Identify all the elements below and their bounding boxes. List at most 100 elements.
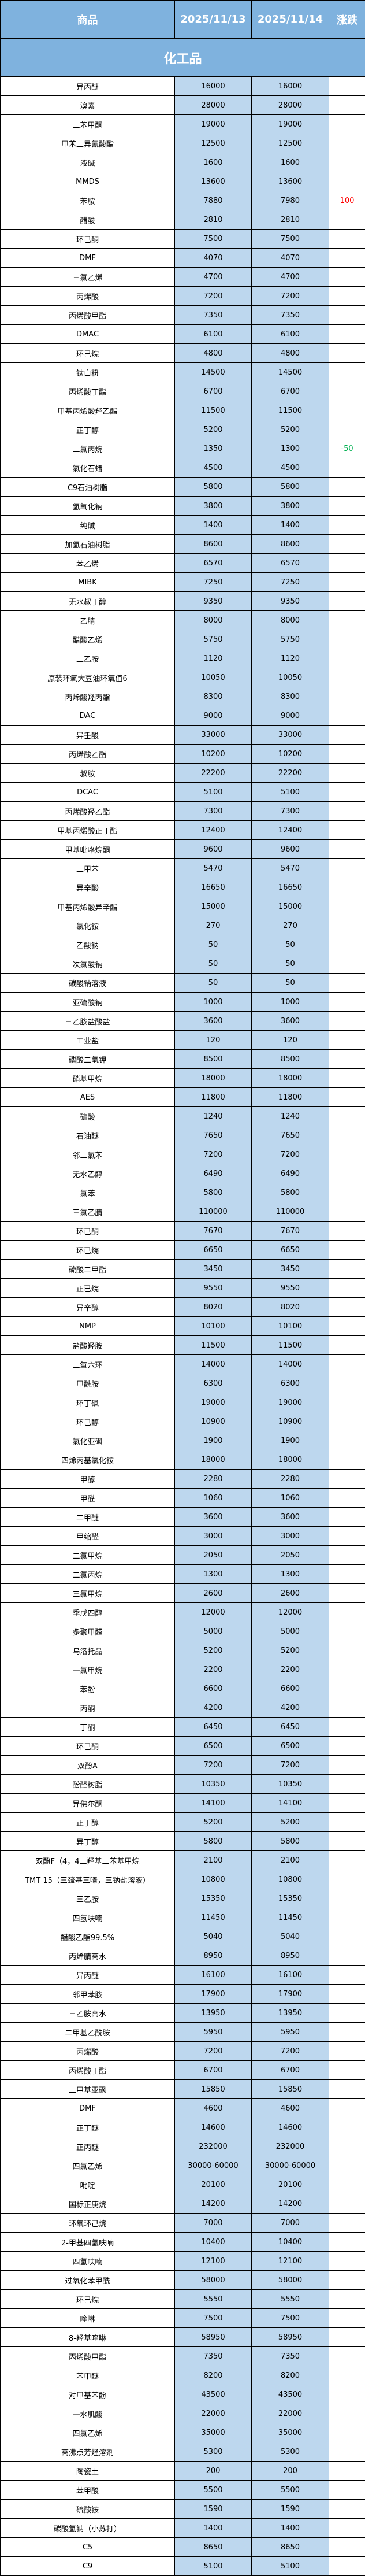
product-name: 丙烯酸丁酯 — [0, 2060, 175, 2080]
price-change: -50 — [329, 439, 365, 458]
price-change — [329, 172, 365, 191]
price-date1: 12500 — [174, 134, 252, 153]
table-row: DCAC 5100 5100 — [0, 782, 365, 802]
price-change — [329, 2366, 365, 2385]
price-change — [329, 1488, 365, 1508]
product-name: 丙烯酸甲酯 — [0, 305, 175, 325]
price-date2: 11500 — [251, 1335, 329, 1355]
table-row: 丙烯腈高水 8950 8950 — [0, 1946, 365, 1966]
product-name: 四氢呋喃 — [0, 1908, 175, 1927]
price-change — [329, 401, 365, 420]
product-name: 硫酸铵 — [0, 2499, 175, 2519]
price-change — [329, 305, 365, 325]
price-date2: 1400 — [251, 2518, 329, 2538]
price-date1: 30000-60000 — [174, 2156, 252, 2175]
table-row: 二氯丙烷 1300 1300 — [0, 1564, 365, 1584]
price-date2: 4700 — [251, 267, 329, 287]
price-date2: 2050 — [251, 1545, 329, 1565]
price-change — [329, 2327, 365, 2347]
price-date2: 5100 — [251, 782, 329, 802]
price-change — [329, 1755, 365, 1775]
table-row: 次氯酸钠 50 50 — [0, 954, 365, 974]
product-name: DCAC — [0, 782, 175, 802]
price-date2: 10400 — [251, 2232, 329, 2252]
price-date2: 16000 — [251, 76, 329, 96]
product-name: 二乙胺 — [0, 649, 175, 668]
table-row: 氯化石蜡 4500 4500 — [0, 458, 365, 478]
price-change — [329, 2270, 365, 2290]
price-change — [329, 2156, 365, 2175]
product-name: 甲基丙烯酸正丁酯 — [0, 820, 175, 840]
table-row: 环己烷 4800 4800 — [0, 343, 365, 363]
table-row: MIBK 7250 7250 — [0, 572, 365, 592]
product-name: 乙酸钠 — [0, 935, 175, 954]
product-name: C9石油树脂 — [0, 477, 175, 497]
price-date2: 7650 — [251, 1126, 329, 1145]
price-date1: 1400 — [174, 515, 252, 535]
price-date2: 50 — [251, 954, 329, 974]
table-row: 环已酮 7670 7670 — [0, 1221, 365, 1241]
price-date2: 5800 — [251, 1831, 329, 1851]
price-change — [329, 153, 365, 172]
product-name: 吡啶 — [0, 2175, 175, 2194]
price-date2: 232000 — [251, 2137, 329, 2156]
table-row: 二甲醚 3600 3600 — [0, 1507, 365, 1527]
product-name: 多聚甲醛 — [0, 1622, 175, 1641]
table-row: 甲苯二异氰酸酯 12500 12500 — [0, 134, 365, 153]
price-date2: 270 — [251, 916, 329, 935]
price-change — [329, 1259, 365, 1279]
product-name: 丙酮 — [0, 1698, 175, 1718]
price-change — [329, 1374, 365, 1393]
table-row: 吡啶 20100 20100 — [0, 2175, 365, 2194]
product-name: 加氢石油树脂 — [0, 534, 175, 554]
table-row: 三乙胺 15350 15350 — [0, 1889, 365, 1908]
product-name: NMP — [0, 1316, 175, 1336]
table-row: 原装环氧大豆油环氧值6 10050 10050 — [0, 668, 365, 687]
price-date2: 8020 — [251, 1297, 329, 1317]
price-date1: 50 — [174, 973, 252, 993]
price-change — [329, 1602, 365, 1622]
price-date2: 2280 — [251, 1469, 329, 1489]
product-name: 四氯乙烯 — [0, 2423, 175, 2442]
table-row: MMDS 13600 13600 — [0, 172, 365, 191]
price-change — [329, 267, 365, 287]
table-row: 异壬酸 33000 33000 — [0, 725, 365, 745]
price-change: 100 — [329, 191, 365, 210]
price-date1: 7200 — [174, 286, 252, 306]
price-date2: 7200 — [251, 286, 329, 306]
price-date2: 6600 — [251, 1679, 329, 1698]
price-change — [329, 2213, 365, 2233]
price-change — [329, 2461, 365, 2481]
product-name: MIBK — [0, 572, 175, 592]
product-name: 甲苯二异氰酸酯 — [0, 134, 175, 153]
price-date2: 1600 — [251, 153, 329, 172]
table-row: 加氢石油树脂 8600 8600 — [0, 534, 365, 554]
product-name: C5 — [0, 2537, 175, 2557]
table-row: 正丙醚 232000 232000 — [0, 2137, 365, 2156]
product-name: 二甲醚 — [0, 1507, 175, 1527]
product-name: 8-羟基喹啉 — [0, 2327, 175, 2347]
price-change — [329, 1278, 365, 1298]
product-name: 甲基丙烯酸羟乙酯 — [0, 401, 175, 420]
price-change — [329, 2022, 365, 2042]
product-name: 苯胺 — [0, 191, 175, 210]
product-name: DAC — [0, 706, 175, 726]
price-date1: 4800 — [174, 343, 252, 363]
price-date2: 6500 — [251, 1736, 329, 1756]
price-date2: 5550 — [251, 2289, 329, 2309]
product-name: 三氯乙腈 — [0, 1202, 175, 1222]
table-row: 二氯甲烷 2050 2050 — [0, 1545, 365, 1565]
price-change — [329, 2556, 365, 2576]
price-date1: 1120 — [174, 649, 252, 668]
product-name: 苯乙烯 — [0, 553, 175, 573]
table-row: 硫酸二甲酯 3450 3450 — [0, 1259, 365, 1279]
table-row: 四氯乙烯 35000 35000 — [0, 2423, 365, 2442]
price-date1: 10100 — [174, 1316, 252, 1336]
table-row: 正已烷 9550 9550 — [0, 1278, 365, 1298]
table-row: AES 11800 11800 — [0, 1087, 365, 1107]
table-row: 甲基吡咯烷酮 9600 9600 — [0, 839, 365, 859]
product-name: 工业盐 — [0, 1030, 175, 1050]
price-date2: 14200 — [251, 2194, 329, 2214]
price-date1: 110000 — [174, 1202, 252, 1222]
table-row: 四氯乙烯 30000-60000 30000-60000 — [0, 2156, 365, 2175]
